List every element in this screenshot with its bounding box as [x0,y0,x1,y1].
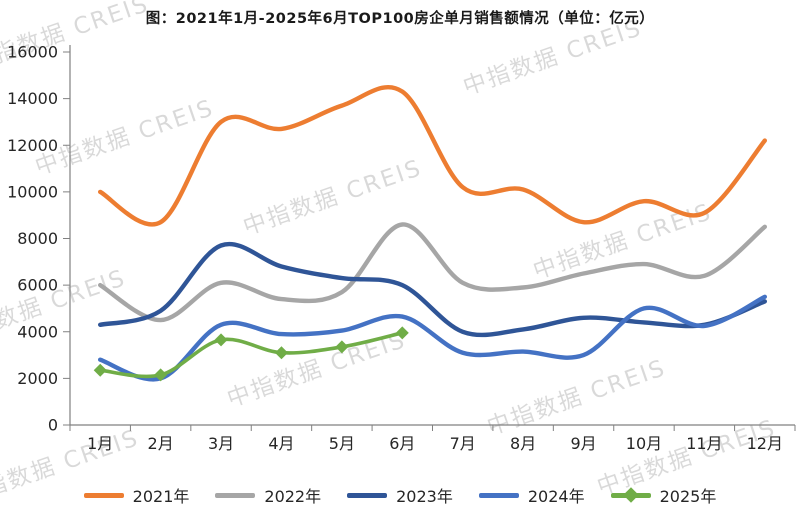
data-point-diamond [335,340,349,354]
legend-label: 2025年 [659,487,717,506]
x-axis-label: 9月 [570,434,596,453]
legend-diamond-marker [622,487,639,503]
legend-label: 2023年 [396,487,453,506]
data-point-diamond [93,363,107,377]
x-axis-label: 4月 [268,434,294,453]
y-axis-label: 14000 [7,89,58,108]
series-line-2024年 [98,294,767,382]
legend-swatch [347,492,388,498]
axis-line [69,45,795,426]
legend-label: 2021年 [132,487,190,506]
x-axis-label: 8月 [510,434,536,453]
legend-item-2025年: 2025年 [610,483,717,507]
legend-swatch [83,492,124,498]
x-axis-label: 10月 [626,434,662,453]
legend-item-2021年: 2021年 [83,483,190,507]
x-axis-label: 7月 [450,434,476,453]
legend-swatch [610,487,651,503]
legend-swatch [215,492,256,498]
series-line-2023年 [98,241,767,338]
x-axis-label: 3月 [208,434,234,453]
y-axis-label: 12000 [7,136,58,155]
chart-title: 图：2021年1月-2025年6月TOP100房企单月销售额情况（单位：亿元） [145,11,655,27]
y-axis-label: 16000 [7,43,58,62]
x-axis-label: 12月 [747,434,783,453]
line-chart: 0 2000 4000 6000 8000 10000 12000 14000 16000 1月 2… [7,43,796,453]
legend-item-2022年: 2022年 [215,483,321,507]
y-axis-label: 10000 [7,182,58,201]
chart-legend: 2021年 2022年 2023年 2024年 2025年 [0,483,800,507]
y-axis-label: 8000 [17,229,58,248]
data-point-diamond [154,368,168,382]
y-axis-label: 0 [48,416,58,435]
data-point-diamond [395,326,409,340]
series-line-2021年 [98,84,767,227]
series-line-2022年 [98,222,767,323]
legend-label: 2022年 [264,487,322,506]
legend-item-2023年: 2023年 [347,483,453,507]
legend-item-2024年: 2024年 [478,483,585,507]
series-line-2025年 [98,331,405,379]
x-axis-label: 1月 [87,434,113,453]
legend-label: 2024年 [527,487,585,506]
data-point-diamond [274,346,288,360]
legend-swatch [478,492,519,498]
x-axis-label: 6月 [389,434,415,453]
y-axis-label: 4000 [17,322,58,341]
x-axis-label: 5月 [329,434,355,453]
y-axis-label: 2000 [17,369,58,388]
x-axis-label: 11月 [686,434,722,453]
x-axis-label: 2月 [148,434,174,453]
y-axis-label: 6000 [17,276,58,295]
data-point-diamond [214,333,228,347]
